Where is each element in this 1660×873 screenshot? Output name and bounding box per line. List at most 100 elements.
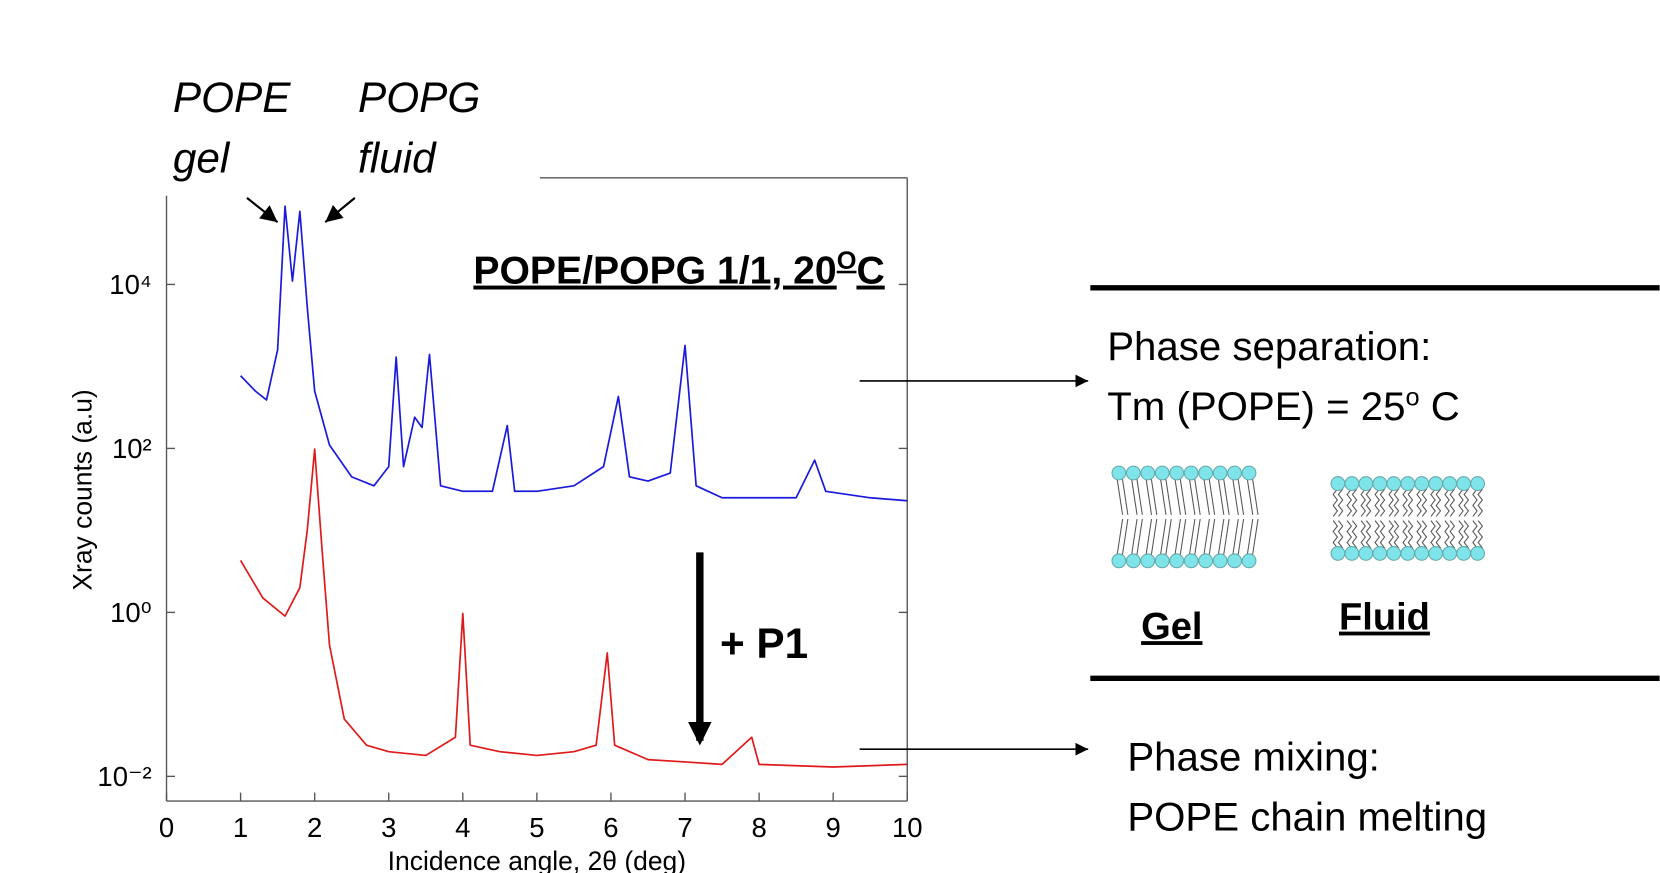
- lipid-head: [1386, 476, 1402, 491]
- lipid-head: [1125, 553, 1141, 569]
- x-tick-label: 3: [381, 812, 396, 843]
- lipid-tail: [1251, 518, 1259, 561]
- lipid-head: [1111, 553, 1127, 569]
- lipid-head: [1227, 553, 1242, 569]
- title-part: O: [837, 247, 857, 275]
- lipid-tail: [1222, 472, 1230, 515]
- y-tick-label: 10²: [112, 433, 152, 464]
- lipid-head: [1140, 553, 1156, 569]
- lipid-head: [1344, 546, 1360, 561]
- lipid-head: [1198, 553, 1214, 569]
- x-tick-label: 4: [455, 812, 470, 843]
- lipid-head: [1330, 546, 1346, 561]
- lipid-head: [1372, 546, 1388, 561]
- panel-text: Phase separation:: [1107, 324, 1431, 369]
- x-tick-label: 6: [603, 812, 618, 843]
- data-line: [239, 448, 908, 768]
- panel-text: Tm (POPE) = 25o C: [1107, 383, 1460, 429]
- annotation: gel: [173, 134, 231, 181]
- lipid-tail: [1135, 518, 1143, 561]
- axes-frame: [165, 177, 908, 802]
- lipid-tail: [1193, 472, 1201, 515]
- tm-part: o: [1405, 383, 1419, 411]
- annotation-arrow: [246, 197, 279, 224]
- lipid-tail: [1251, 472, 1259, 515]
- title-part: POPE/POPG 1/1, 20: [473, 250, 836, 293]
- lipid-tail: [1236, 518, 1245, 561]
- tm-part: Tm (POPE) = 25: [1107, 384, 1405, 429]
- lipid-head: [1414, 476, 1430, 491]
- panel-label: Fluid: [1339, 597, 1430, 639]
- y-axis-label: Xray counts (a.u): [67, 389, 97, 590]
- lipid-tail: [1164, 518, 1172, 561]
- lipid-head: [1470, 546, 1486, 561]
- lipid-head: [1169, 553, 1185, 569]
- annotation: POPE: [173, 74, 291, 121]
- lipid-tail: [1236, 472, 1245, 515]
- data-line: [239, 205, 908, 502]
- x-tick-label: 0: [159, 812, 174, 843]
- lipid-tail: [1193, 518, 1201, 561]
- lipid-head: [1198, 465, 1214, 481]
- lipid-tail: [1149, 518, 1158, 561]
- tm-part: C: [1420, 384, 1460, 429]
- lipid-head: [1442, 476, 1458, 491]
- lipid-head: [1358, 546, 1374, 561]
- lipid-head: [1125, 465, 1141, 481]
- lipid-tail: [1178, 518, 1187, 561]
- lipid-head: [1111, 465, 1127, 481]
- lipid-head: [1169, 465, 1185, 481]
- lipid-tail: [1121, 472, 1129, 515]
- lipid-head: [1428, 546, 1444, 561]
- lipid-head: [1372, 476, 1388, 491]
- lipid-head: [1154, 553, 1170, 569]
- lipid-tail: [1207, 472, 1216, 515]
- x-axis-label: Incidence angle, 2θ (deg): [388, 846, 686, 873]
- y-tick-label: 10⁴: [109, 269, 151, 300]
- annotation: fluid: [358, 134, 437, 181]
- lipid-tail: [1164, 472, 1172, 515]
- lipid-head: [1470, 476, 1486, 491]
- title-part: C: [856, 250, 884, 293]
- x-tick-label: 8: [751, 812, 766, 843]
- lipid-head: [1400, 546, 1416, 561]
- lipid-head: [1456, 546, 1472, 561]
- x-tick-label: 7: [677, 812, 692, 843]
- lipid-head: [1400, 476, 1416, 491]
- lipid-head: [1241, 465, 1257, 481]
- x-tick-label: 2: [307, 812, 322, 843]
- lipid-head: [1227, 465, 1242, 481]
- lipid-head: [1428, 476, 1444, 491]
- lipid-head: [1154, 465, 1170, 481]
- plot-area: 0 1 2 3 4 5 6 7 8 9 10 10⁴ 10² 10⁰ 10⁻²: [97, 205, 923, 843]
- lipid-tail: [1207, 518, 1216, 561]
- lipid-head: [1358, 476, 1374, 491]
- x-tick-label: 9: [826, 812, 841, 843]
- lipid-tail: [1222, 518, 1230, 561]
- annotation-arrow: [324, 197, 356, 224]
- lipid-head: [1212, 553, 1228, 569]
- chart-title: POPE/POPG 1/1, 20OC: [473, 247, 884, 293]
- x-tick-label: 10: [892, 812, 923, 843]
- lipid-head: [1386, 546, 1402, 561]
- panel-text: POPE chain melting: [1127, 795, 1487, 840]
- lipid-tail: [1149, 472, 1158, 515]
- x-tick-label: 5: [529, 812, 544, 843]
- lipid-tail: [1135, 472, 1143, 515]
- lipid-head: [1442, 546, 1458, 561]
- annotation: POPG: [358, 74, 480, 121]
- lipid-head: [1183, 465, 1199, 481]
- lipid-head: [1330, 476, 1346, 491]
- x-tick-label: 1: [233, 812, 248, 843]
- lipid-tail: [1121, 518, 1129, 561]
- lipid-head: [1456, 476, 1472, 491]
- lipid-head: [1140, 465, 1156, 481]
- y-tick-label: 10⁰: [110, 597, 152, 628]
- lipid-head: [1183, 553, 1199, 569]
- lipid-head: [1212, 465, 1228, 481]
- lipid-tail: [1178, 472, 1187, 515]
- membrane-icons: [1111, 465, 1486, 569]
- panel-text: Phase mixing:: [1127, 734, 1380, 779]
